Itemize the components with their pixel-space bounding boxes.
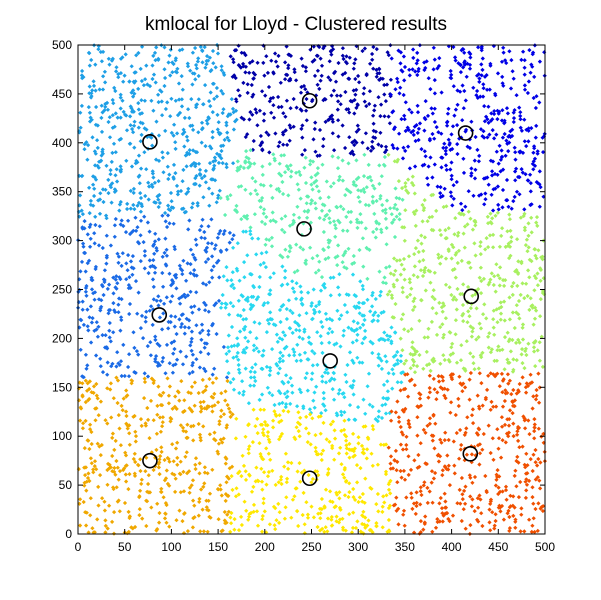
cluster-center-4 [296,221,312,237]
cluster-points-5 [76,213,236,380]
y-tick-label: 450 [52,87,72,101]
y-tick-label: 300 [52,234,72,248]
y-tick-label: 350 [52,185,72,199]
cluster-points-10 [386,370,547,536]
x-tick-label: 500 [535,540,555,554]
cluster-center-10 [462,446,479,462]
y-tick-label: 100 [52,429,72,443]
x-tick-label: 50 [118,540,132,554]
y-tick-label: 500 [52,38,72,52]
cluster-center-6 [463,288,480,305]
x-tick-label: 150 [208,540,228,554]
axis-ticks: 0 50 100 150 200 250 300 350 400 450 500 0 50 100 150 2… [52,38,555,554]
chart-title: kmlocal for Lloyd - Clustered results [145,14,447,35]
cluster-points-1 [76,42,239,221]
x-tick-label: 350 [395,540,415,554]
cluster-center-1 [142,134,158,150]
y-tick-label: 200 [52,331,72,345]
data-points [76,42,547,536]
cluster-center-3 [457,125,474,141]
cluster-points-6 [385,152,547,375]
cluster-points-3 [388,43,547,213]
cluster-center-8 [142,452,158,469]
cluster-points-2 [228,43,393,158]
cluster-points-9 [228,407,393,536]
y-tick-label: 50 [59,478,73,492]
x-tick-label: 400 [442,540,462,554]
x-tick-label: 450 [488,540,508,554]
cluster-points-4 [218,148,405,286]
y-tick-label: 150 [52,380,72,394]
x-tick-label: 200 [255,540,275,554]
y-tick-label: 0 [65,527,72,541]
cluster-points-7 [218,229,406,424]
y-tick-label: 400 [52,136,72,150]
cluster-center-7 [322,353,338,369]
cluster-center-2 [301,92,318,109]
x-tick-label: 100 [161,540,181,554]
cluster-center-9 [301,470,318,487]
x-tick-label: 250 [301,540,321,554]
x-tick-label: 0 [75,540,82,554]
x-tick-label: 300 [348,540,368,554]
y-tick-label: 250 [52,283,72,297]
cluster-centers [142,92,480,487]
cluster-center-5 [151,307,168,323]
